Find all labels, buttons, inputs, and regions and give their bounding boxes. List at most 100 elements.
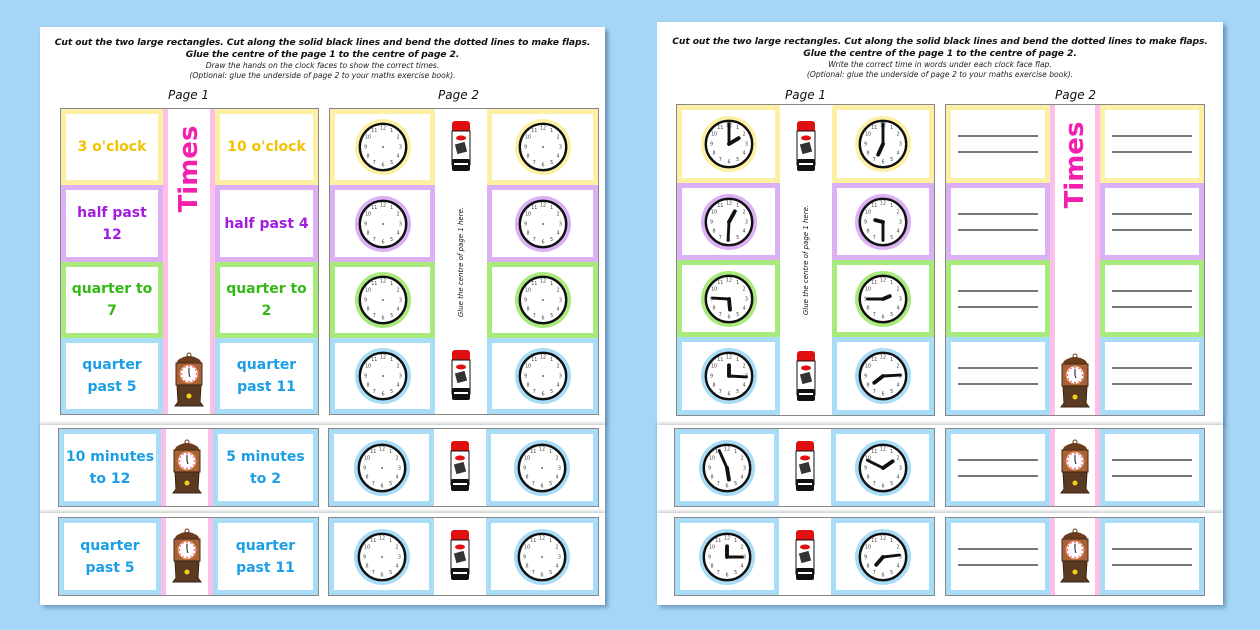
blank-clock-icon (514, 271, 571, 329)
left-page1-grid: 3 o'clock half past 12 quarter to 7 quar… (60, 108, 319, 415)
clock-card[interactable] (330, 262, 435, 338)
time-label: quarter to 2 (226, 281, 307, 319)
glue-stick-icon (796, 120, 816, 172)
writing-lines[interactable] (1111, 445, 1193, 491)
clock-card[interactable] (677, 337, 780, 415)
right-page1-grid: Glue the centre of page 1 here. (676, 104, 935, 416)
writing-lines[interactable] (1111, 199, 1193, 245)
writing-lines[interactable] (957, 276, 1039, 322)
clock-card[interactable] (330, 109, 435, 185)
time-card[interactable]: quarter past 5 (59, 518, 161, 595)
clock-icon-4-30 (854, 193, 912, 250)
glue-spine (779, 518, 831, 595)
clock-card[interactable] (677, 105, 780, 183)
glue-stick-icon (795, 529, 815, 581)
answer-card[interactable] (946, 105, 1050, 183)
blank-clock-icon (354, 347, 411, 405)
answer-card[interactable] (1100, 337, 1204, 415)
blank-clock-icon (354, 195, 411, 252)
grandfather-clock-icon (1060, 528, 1090, 583)
writing-lines[interactable] (1111, 121, 1193, 167)
grandfather-clock-icon (174, 352, 204, 407)
clock-card[interactable] (831, 429, 934, 506)
clock-icon-7-00 (854, 115, 912, 173)
time-card[interactable]: quarter past 11 (215, 338, 318, 414)
time-label: quarter past 11 (236, 357, 297, 395)
clock-icon-2-00 (700, 115, 757, 173)
clock-card[interactable] (330, 338, 435, 414)
page-1-label: Page 1 (785, 88, 827, 102)
time-card[interactable]: quarter to 7 (61, 262, 163, 338)
glue-spine (779, 429, 831, 506)
clock-card[interactable] (832, 260, 934, 337)
time-card[interactable]: quarter past 5 (61, 338, 163, 414)
clock-icon-12-30 (700, 193, 757, 250)
blank-clock-icon (513, 528, 571, 585)
clock-card[interactable] (832, 183, 934, 260)
spine (1050, 518, 1100, 595)
blank-clock-icon (514, 118, 571, 176)
answer-card[interactable] (1100, 183, 1204, 260)
glue-stick-icon (450, 529, 470, 581)
time-card[interactable]: quarter past 11 (213, 518, 318, 595)
writing-lines[interactable] (1111, 353, 1193, 399)
left-extra-strip-page2 (328, 517, 599, 596)
clock-card[interactable] (329, 518, 434, 595)
time-label: quarter past 5 (82, 357, 142, 395)
clock-card[interactable] (487, 338, 598, 414)
time-label: quarter to 7 (71, 281, 153, 319)
time-label: 3 o'clock (77, 139, 147, 155)
answer-card[interactable] (1100, 105, 1204, 183)
writing-lines[interactable] (1111, 534, 1193, 580)
answer-card[interactable] (1100, 429, 1204, 506)
clock-card[interactable] (486, 429, 598, 506)
answer-card[interactable] (1100, 518, 1204, 595)
answer-card[interactable] (946, 429, 1050, 506)
time-card[interactable]: quarter to 2 (215, 262, 318, 338)
blank-clock-icon (354, 271, 411, 329)
time-card[interactable]: 3 o'clock (61, 109, 163, 185)
instruction-line-3: Draw the hands on the clock faces to sho… (205, 61, 440, 70)
time-card[interactable]: 10 minutes to 12 (59, 429, 161, 506)
clock-card[interactable] (831, 518, 934, 595)
clock-card[interactable] (832, 337, 934, 415)
time-card[interactable]: 5 minutes to 2 (213, 429, 318, 506)
clock-card[interactable] (487, 109, 598, 185)
right-extra-strip-page2 (945, 517, 1205, 596)
clock-card[interactable] (675, 518, 779, 595)
clock-card[interactable] (330, 185, 435, 262)
answer-card[interactable] (946, 518, 1050, 595)
grandfather-clock-icon (172, 439, 202, 494)
clock-icon-11-55 (698, 439, 756, 496)
writing-lines[interactable] (957, 199, 1039, 245)
writing-lines[interactable] (957, 353, 1039, 399)
instruction-line-4: (Optional: glue the underside of page 2 … (189, 71, 456, 80)
answer-card[interactable] (946, 337, 1050, 415)
spine: Times (163, 109, 215, 414)
spine (161, 429, 213, 506)
clock-card[interactable] (486, 518, 598, 595)
clock-card[interactable] (832, 105, 934, 183)
writing-lines[interactable] (957, 445, 1039, 491)
clock-card[interactable] (487, 262, 598, 338)
writing-lines[interactable] (1111, 276, 1193, 322)
time-label: 10 minutes to 12 (65, 448, 155, 487)
writing-lines[interactable] (957, 534, 1039, 580)
answer-card[interactable] (946, 260, 1050, 337)
clock-icon-1-45 (854, 270, 912, 327)
writing-lines[interactable] (957, 121, 1039, 167)
time-card[interactable]: half past 12 (61, 185, 163, 262)
time-card[interactable]: half past 4 (215, 185, 318, 262)
clock-card[interactable] (677, 183, 780, 260)
clock-card[interactable] (487, 185, 598, 262)
clock-card[interactable] (329, 429, 434, 506)
answer-card[interactable] (946, 183, 1050, 260)
time-label: quarter past 5 (80, 537, 140, 576)
clock-card[interactable] (675, 429, 779, 506)
left-extra-strip-page1: quarter past 5 quarter past 11 (58, 517, 319, 596)
time-label: 10 o'clock (227, 139, 306, 155)
time-label: 5 minutes to 2 (226, 448, 305, 487)
clock-card[interactable] (677, 260, 780, 337)
answer-card[interactable] (1100, 260, 1204, 337)
time-card[interactable]: 10 o'clock (215, 109, 318, 185)
